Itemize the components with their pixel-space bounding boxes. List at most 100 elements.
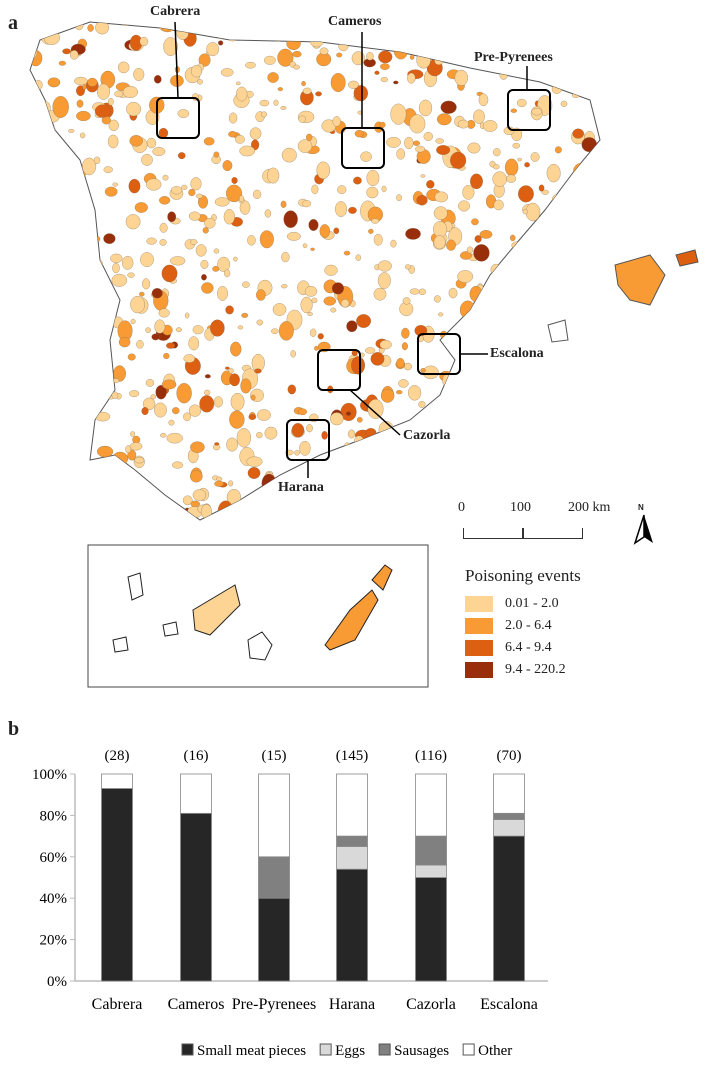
municipality-patch: [597, 364, 600, 380]
municipality-patch: [454, 69, 468, 86]
municipality-patch: [68, 419, 75, 425]
municipality-patch: [178, 152, 186, 160]
municipality-patch: [176, 26, 189, 40]
scale-tick-0: 0: [458, 500, 465, 515]
municipality-patch: [560, 100, 568, 107]
municipality-patch: [549, 280, 565, 297]
municipality-patch: [213, 396, 223, 408]
label-harana: Harana: [278, 480, 324, 495]
municipality-patch: [565, 301, 578, 316]
municipality-patch: [133, 68, 145, 81]
municipality-patch: [300, 296, 313, 314]
municipality-patch: [602, 347, 608, 351]
municipality-patch: [416, 195, 428, 206]
municipality-patch: [419, 482, 426, 487]
municipality-patch: [496, 390, 502, 396]
municipality-patch: [134, 457, 145, 464]
scale-tick-100: 100: [510, 500, 531, 515]
municipality-patch: [342, 459, 351, 468]
municipality-patch: [500, 456, 508, 466]
municipality-patch: [343, 250, 351, 256]
municipality-patch: [218, 40, 224, 46]
municipality-patch: [487, 492, 503, 508]
municipality-patch: [366, 52, 374, 61]
municipality-patch: [490, 263, 502, 276]
municipality-patch: [433, 206, 448, 220]
municipality-patch: [491, 384, 507, 395]
municipality-patch: [289, 22, 300, 27]
municipality-patch: [36, 146, 44, 152]
municipality-patch: [457, 119, 469, 129]
municipality-patch: [78, 246, 86, 253]
bar-segment-other: [415, 773, 447, 837]
municipality-patch: [41, 265, 52, 272]
legend-swatch: [378, 1043, 391, 1056]
municipality-patch: [74, 22, 84, 31]
bar-segment-small-meat-pieces: [493, 835, 525, 982]
municipality-patch: [512, 29, 522, 40]
municipality-patch: [214, 480, 224, 487]
municipality-patch: [416, 51, 431, 69]
municipality-patch: [311, 28, 323, 42]
municipality-patch: [459, 300, 476, 320]
municipality-patch: [477, 498, 489, 512]
municipality-patch: [77, 264, 86, 271]
municipality-patch: [292, 50, 302, 58]
municipality-patch: [51, 376, 57, 380]
municipality-patch: [338, 41, 349, 52]
municipality-patch: [197, 79, 203, 85]
municipality-patch: [545, 359, 562, 380]
municipality-patch: [67, 220, 84, 233]
municipality-patch: [421, 408, 437, 427]
municipality-patch: [56, 22, 71, 30]
municipality-patch: [554, 146, 562, 154]
municipality-patch: [324, 264, 338, 276]
municipality-patch: [248, 414, 257, 420]
municipality-patch: [175, 327, 182, 333]
municipality-patch: [368, 228, 374, 234]
municipality-patch: [30, 196, 40, 204]
municipality-patch: [381, 477, 388, 486]
municipality-patch: [127, 272, 135, 278]
legend-swatch: [181, 1043, 194, 1056]
municipality-patch: [539, 252, 547, 259]
municipality-patch: [319, 224, 330, 239]
municipality-patch: [126, 468, 136, 475]
municipality-patch: [410, 33, 424, 45]
municipality-patch: [118, 336, 131, 348]
municipality-patch: [607, 25, 611, 30]
municipality-patch: [482, 329, 497, 341]
municipality-patch: [378, 50, 393, 64]
municipality-patch: [483, 512, 490, 519]
municipality-patch: [239, 145, 255, 157]
municipality-patch: [225, 305, 234, 315]
municipality-patch: [125, 214, 141, 230]
municipality-patch: [51, 366, 65, 385]
municipality-patch: [401, 327, 410, 339]
municipality-patch: [103, 233, 116, 244]
municipality-patch: [348, 206, 357, 214]
municipality-patch: [595, 22, 600, 27]
municipality-patch: [413, 140, 420, 146]
municipality-patch: [512, 142, 520, 149]
municipality-patch: [290, 22, 306, 39]
municipality-patch: [112, 263, 120, 274]
municipality-patch: [563, 31, 578, 43]
municipality-patch: [323, 32, 333, 43]
municipality-patch: [550, 22, 561, 29]
municipality-patch: [474, 235, 482, 243]
municipality-patch: [287, 511, 294, 519]
municipality-patch: [489, 386, 494, 390]
municipality-patch: [559, 253, 572, 263]
municipality-patch: [297, 139, 313, 153]
municipality-patch: [585, 86, 598, 99]
bar-segment-sausages: [336, 835, 368, 847]
legend-label: Sausages: [394, 1043, 449, 1059]
municipality-patch: [594, 221, 600, 237]
municipality-patch: [199, 395, 215, 413]
municipality-patch: [155, 385, 167, 400]
municipality-patch: [493, 148, 501, 157]
municipality-patch: [527, 232, 537, 240]
municipality-patch: [567, 397, 577, 406]
municipality-patch: [330, 73, 346, 93]
